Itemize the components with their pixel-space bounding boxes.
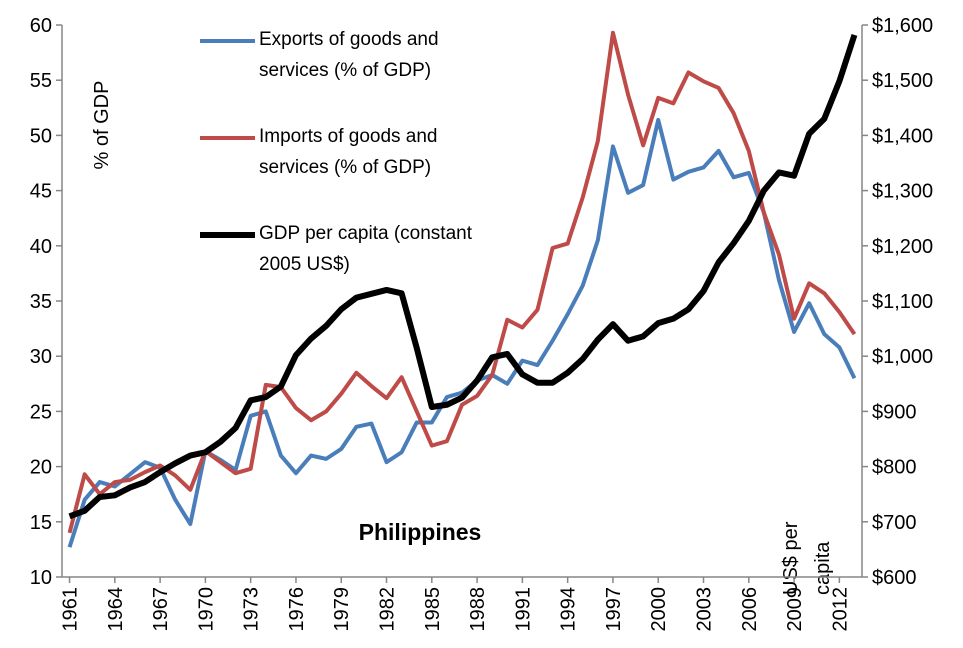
x-tick-label: 1976 (286, 587, 308, 632)
x-tick-label: 1997 (603, 587, 625, 632)
y-tick-label: 55 (30, 70, 52, 92)
y-tick-label: 30 (30, 346, 52, 368)
y2-tick-label: $900 (872, 401, 917, 423)
series-line (68, 34, 858, 520)
annotation: Philippines (359, 519, 482, 545)
y2-tick-label: $800 (872, 457, 917, 479)
y2-axis-label: capita (812, 541, 834, 595)
x-tick-label: 1991 (512, 587, 534, 632)
legend-label: GDP per capita (constant 2005 US$) (259, 223, 472, 275)
x-tick-label: 1982 (377, 587, 399, 632)
x-tick-label: 1970 (195, 587, 217, 632)
y2-tick-label: $700 (872, 512, 917, 534)
y-tick-label: 50 (30, 125, 52, 147)
x-tick-label: 1964 (105, 587, 127, 632)
y2-tick-label: $1,000 (872, 346, 933, 368)
y-tick-label: 60 (30, 15, 52, 37)
legend-label: Imports of goods and services (% of GDP) (259, 126, 438, 178)
y2-tick-label: $1,200 (872, 236, 933, 258)
x-tick-label: 1988 (467, 587, 489, 632)
x-tick-label: 2006 (739, 587, 761, 632)
y-axis-label: % of GDP (91, 81, 113, 170)
x-tick-label: 1961 (60, 587, 82, 632)
x-tick-label: 2009 (784, 587, 806, 632)
x-tick-label: 2003 (694, 587, 716, 632)
y-tick-label: 15 (30, 512, 52, 534)
x-tick-label: 1973 (241, 587, 263, 632)
y2-tick-label: $1,600 (872, 15, 933, 37)
y2-tick-label: $1,100 (872, 291, 933, 313)
y2-tick-label: $1,400 (872, 125, 933, 147)
legend-label: Exports of goods and services (% of GDP) (259, 29, 439, 81)
y2-tick-label: $1,300 (872, 181, 933, 203)
y-tick-label: 20 (30, 457, 52, 479)
y-tick-label: 10 (30, 567, 52, 589)
y2-axis-label: US$ per (780, 521, 802, 595)
x-tick-label: 1985 (422, 587, 444, 632)
y2-tick-label: $600 (872, 567, 917, 589)
series-line (67, 30, 857, 534)
series-line (67, 117, 857, 548)
x-tick-label: 2000 (648, 587, 670, 632)
y-tick-label: 35 (30, 291, 52, 313)
x-tick-label: 2012 (829, 587, 851, 632)
y-tick-label: 40 (30, 236, 52, 258)
y-tick-label: 45 (30, 181, 52, 203)
y-tick-label: 25 (30, 401, 52, 423)
x-tick-label: 1994 (558, 587, 580, 632)
x-tick-label: 1967 (150, 587, 172, 632)
y2-tick-label: $1,500 (872, 70, 933, 92)
x-tick-label: 1979 (331, 587, 353, 632)
